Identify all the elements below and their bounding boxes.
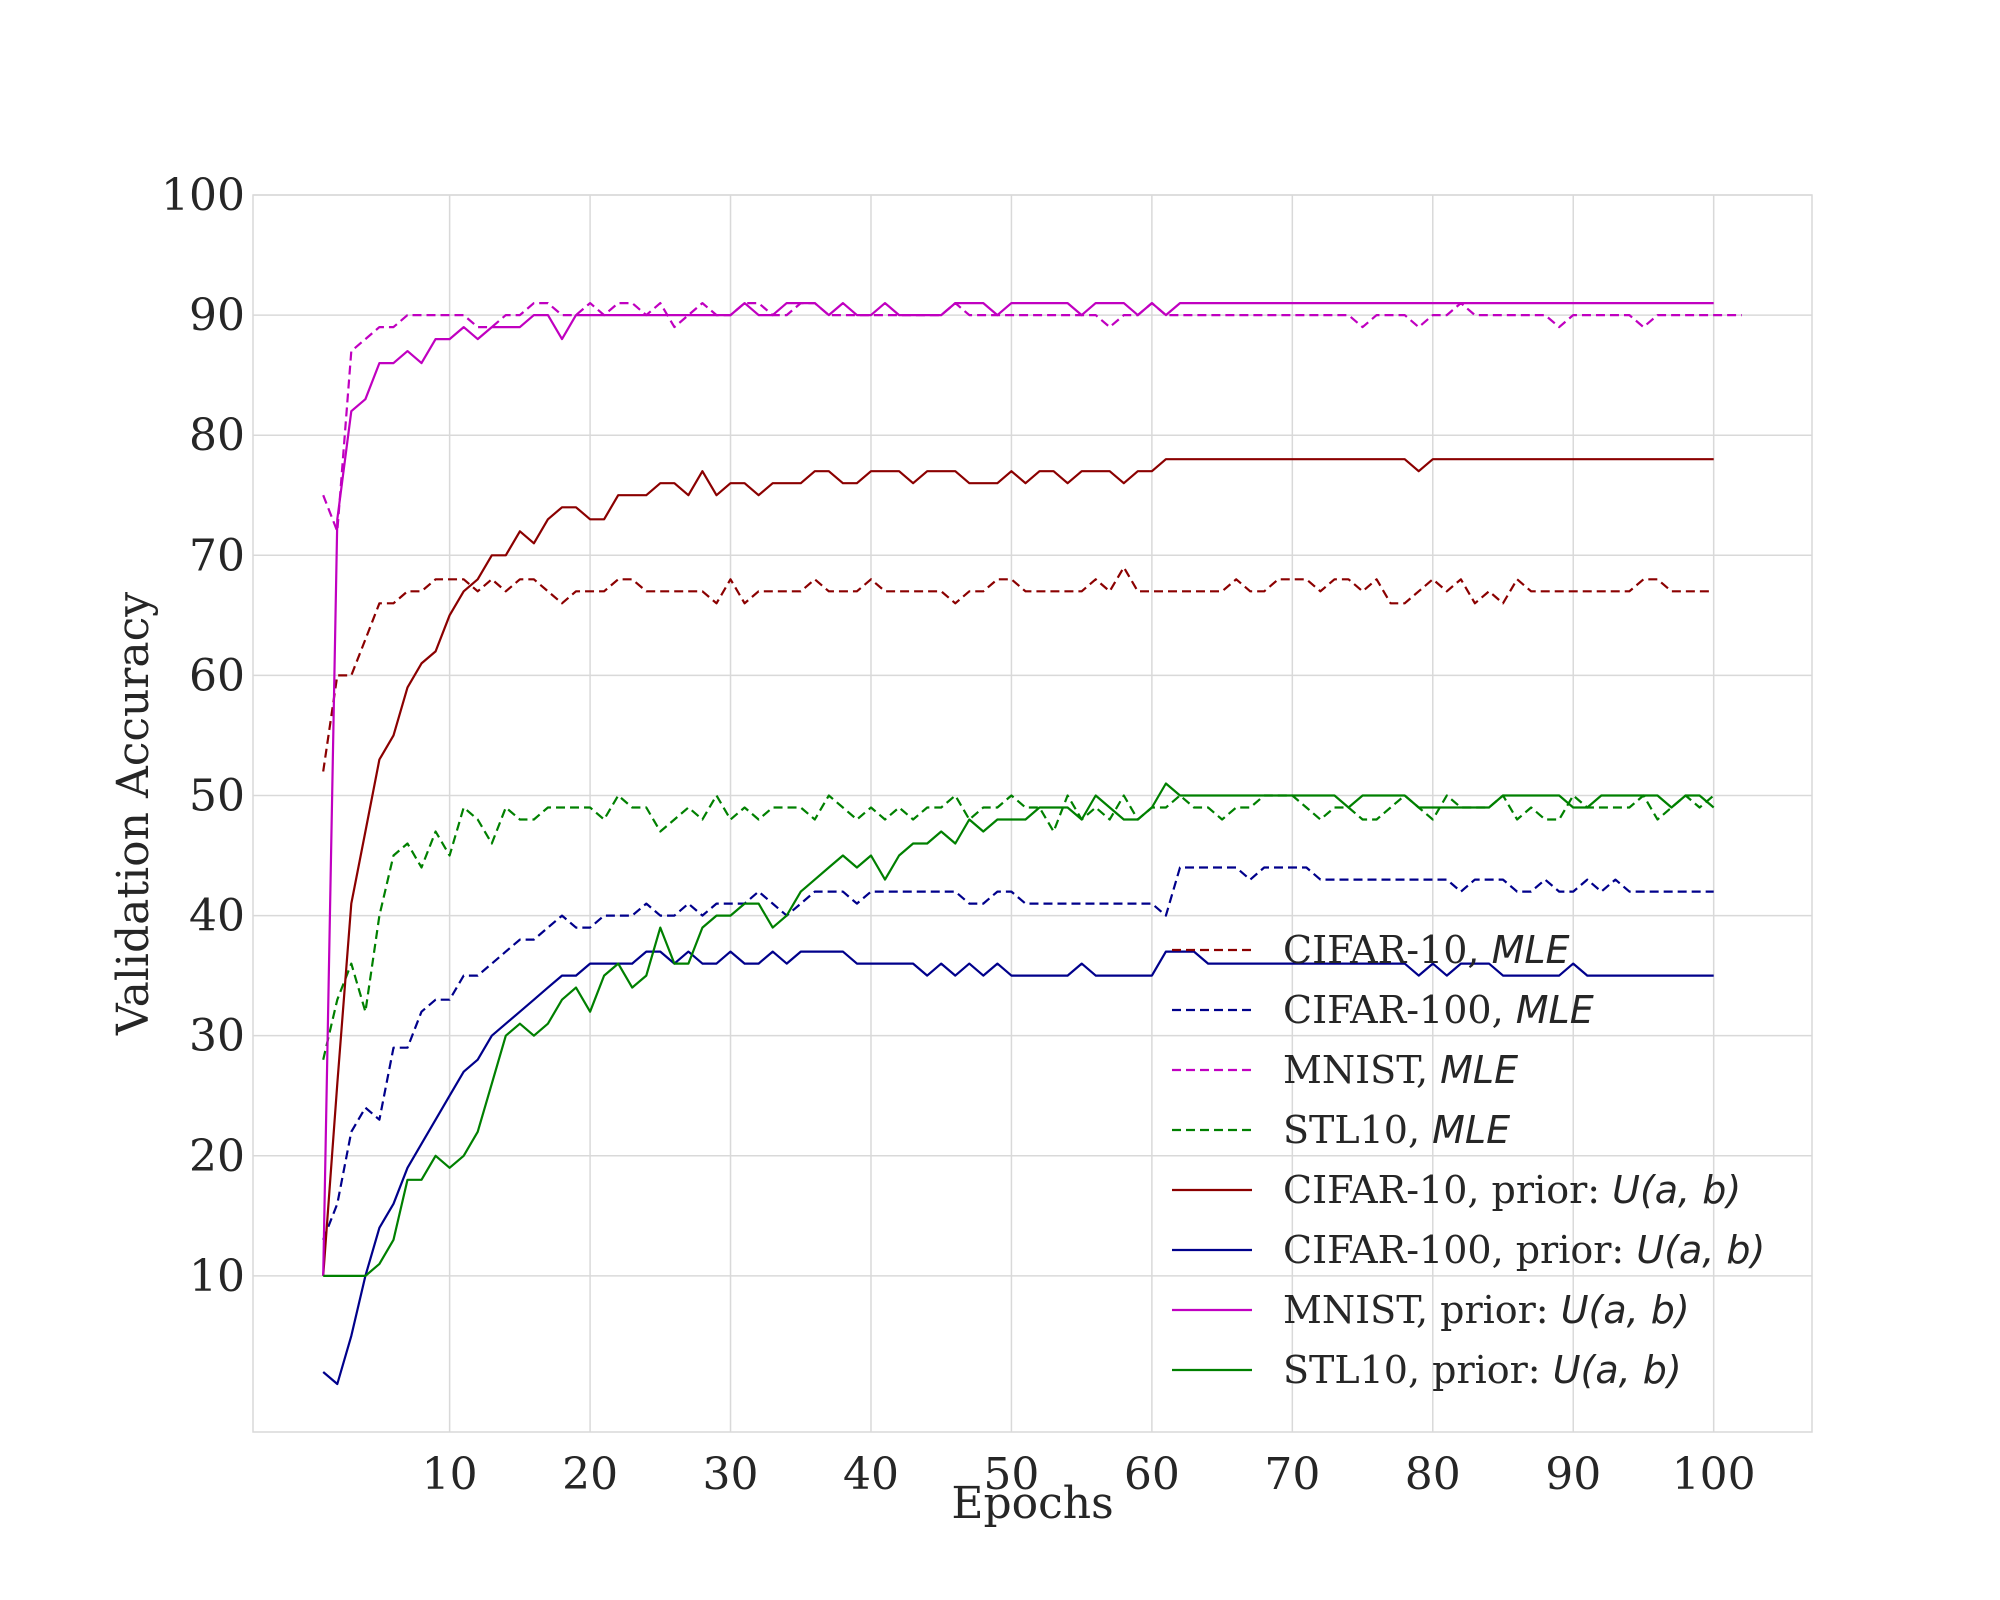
y-tick-label: 30 [189, 1011, 245, 1062]
legend-label: STL10, MLE [1283, 1108, 1510, 1152]
series-line-2 [322, 866, 1714, 1241]
legend-label: STL10, prior: U(a, b) [1283, 1348, 1682, 1392]
x-tick-label: 50 [983, 1449, 1039, 1500]
series-line-3 [322, 302, 1742, 533]
y-tick-label: 100 [161, 170, 245, 221]
y-axis-label: Validation Accuracy [108, 592, 159, 1036]
series-lines [322, 302, 1742, 1386]
y-tick-label: 70 [189, 530, 245, 581]
x-tick-label: 100 [1672, 1449, 1756, 1500]
x-tick-label: 30 [703, 1449, 759, 1500]
series-line-8 [323, 782, 1715, 1278]
series-line-7 [322, 302, 1714, 1276]
legend-label: CIFAR-10, MLE [1283, 928, 1570, 972]
y-tick-label: 20 [189, 1131, 245, 1182]
x-axis-label: Epochs [951, 1478, 1113, 1529]
y-tick-label: 40 [189, 891, 245, 942]
legend-label: MNIST, MLE [1283, 1048, 1518, 1092]
series-line-5 [322, 458, 1714, 1276]
x-tick-label: 20 [562, 1449, 618, 1500]
legend: CIFAR-10, MLE CIFAR-100, MLE MNIST, MLE STL… [1172, 928, 1765, 1392]
plot-frame [252, 194, 1813, 1433]
x-tick-label: 90 [1545, 1449, 1601, 1500]
y-tick-label: 50 [189, 770, 245, 821]
legend-label: CIFAR-10, prior: U(a, b) [1283, 1168, 1741, 1212]
x-tick-label: 70 [1264, 1449, 1320, 1500]
y-tick-label: 10 [189, 1251, 245, 1302]
x-tick-label: 40 [843, 1449, 899, 1500]
grid [252, 194, 1813, 1433]
series-line-1 [322, 566, 1714, 772]
y-tick-label: 80 [189, 410, 245, 461]
x-tick-label: 10 [422, 1449, 478, 1500]
tick-labels: 10 20 30 40 50 60 70 80 90 100 10 20 30 40 50 60 70 80 90 1… [161, 170, 1756, 1500]
x-tick-label: 80 [1405, 1449, 1461, 1500]
y-tick-label: 90 [189, 290, 245, 341]
x-tick-label: 60 [1124, 1449, 1180, 1500]
y-tick-label: 60 [189, 650, 245, 701]
series-line-6 [322, 950, 1714, 1386]
legend-label: CIFAR-100, prior: U(a, b) [1283, 1228, 1765, 1272]
legend-label: MNIST, prior: U(a, b) [1283, 1288, 1690, 1332]
legend-label: CIFAR-100, MLE [1283, 988, 1594, 1032]
